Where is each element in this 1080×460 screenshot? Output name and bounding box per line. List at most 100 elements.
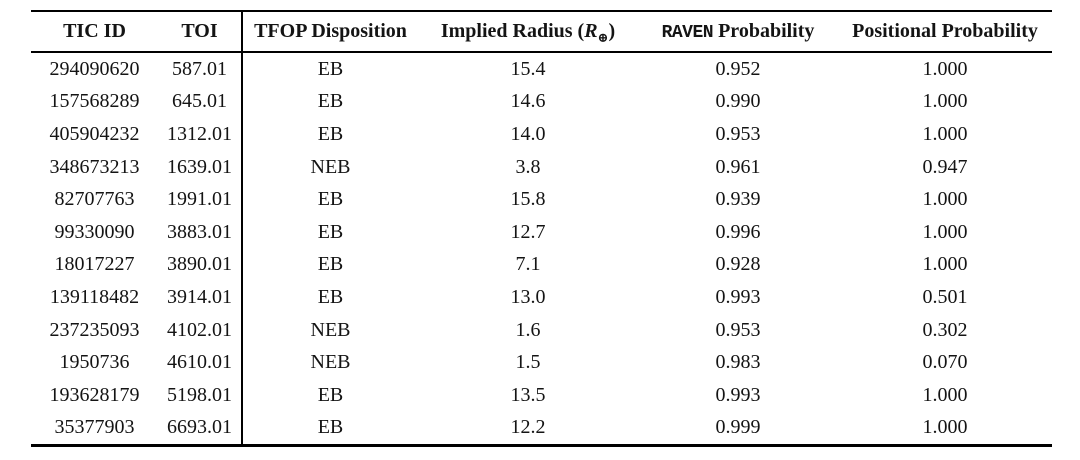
cell-toi: 6693.01 <box>158 411 243 448</box>
table-row: 35377903 6693.01 EB 12.2 0.999 1.000 <box>31 411 1052 448</box>
cell-positional-probability: 1.000 <box>838 411 1052 448</box>
cell-tic-id: 237235093 <box>49 318 140 341</box>
cell-tic-id: 99330090 <box>54 220 135 243</box>
cell-tic-id: 35377903 <box>31 411 158 448</box>
radius-symbol: R <box>584 20 598 42</box>
cell-toi: 3883.01 <box>158 215 243 249</box>
cell-tic-id: 139118482 <box>49 285 140 308</box>
table-row: 99330090 3883.01 EB 12.7 0.996 1.000 <box>31 215 1052 249</box>
cell-tic-id: 193628179 <box>49 383 140 406</box>
earth-symbol: ⊕ <box>597 31 609 46</box>
header-raven-probability: RAVEN Probability <box>638 10 838 53</box>
header-tic-id: TIC ID <box>31 10 158 53</box>
table-row: 82707763 1991.01 EB 15.8 0.939 1.000 <box>31 183 1052 216</box>
cell-implied-radius: 12.2 <box>418 411 638 448</box>
cell-implied-radius: 12.7 <box>510 220 546 243</box>
cell-implied-radius: 13.0 <box>510 285 546 308</box>
cell-tfop-disposition: EB <box>317 220 344 243</box>
cell-positional-probability: 1.000 <box>922 188 968 211</box>
cell-tfop-disposition: NEB <box>310 318 351 341</box>
cell-tfop-disposition: EB <box>317 57 344 80</box>
cell-positional-probability: 0.070 <box>922 351 968 374</box>
cell-implied-radius: 1.6 <box>515 318 541 341</box>
cell-positional-probability: 1.000 <box>922 57 968 80</box>
cell-implied-radius: 14.6 <box>510 90 546 113</box>
header-positional-probability: Positional Probability <box>838 10 1052 53</box>
cell-raven-probability: 0.983 <box>715 351 761 374</box>
cell-tfop-disposition: NEB <box>310 155 351 178</box>
cell-tic-id: 348673213 <box>49 155 140 178</box>
cell-tfop-disposition: EB <box>317 383 344 406</box>
cell-raven-probability: 0.996 <box>715 220 761 243</box>
raven-probability-label: Probability <box>718 20 815 42</box>
table-container: TIC ID TOI TFOP Disposition Implied Radi… <box>31 10 1052 448</box>
cell-tic-id: 82707763 <box>54 188 135 211</box>
cell-toi: 1312.01 <box>158 118 243 151</box>
cell-positional-probability: 0.302 <box>922 318 968 341</box>
cell-raven-probability: 0.993 <box>715 285 761 308</box>
cell-raven-probability: 0.999 <box>638 411 838 448</box>
cell-toi: 4610.01 <box>158 346 243 379</box>
cell-tfop-disposition: NEB <box>310 351 351 374</box>
cell-positional-probability: 0.501 <box>922 285 968 308</box>
cell-toi: 645.01 <box>158 85 243 119</box>
cell-tic-id: 157568289 <box>49 90 140 113</box>
cell-implied-radius: 1.5 <box>515 351 541 374</box>
header-implied-radius: Implied Radius (R⊕) <box>418 10 638 53</box>
cell-raven-probability: 0.953 <box>715 122 761 145</box>
cell-positional-probability: 1.000 <box>922 383 968 406</box>
tfop-disposition-table: TIC ID TOI TFOP Disposition Implied Radi… <box>31 10 1052 448</box>
cell-toi: 4102.01 <box>158 313 243 347</box>
cell-tic-id: 1950736 <box>59 351 130 374</box>
table-row: 139118482 3914.01 EB 13.0 0.993 0.501 <box>31 281 1052 314</box>
cell-tic-id: 18017227 <box>54 253 135 276</box>
table-row: 294090620 587.01 EB 15.4 0.952 1.000 <box>31 52 1052 86</box>
cell-positional-probability: 1.000 <box>922 220 968 243</box>
table-row: 18017227 3890.01 EB 7.1 0.928 1.000 <box>31 248 1052 282</box>
cell-implied-radius: 15.4 <box>510 57 546 80</box>
cell-tfop-disposition: EB <box>317 253 344 276</box>
cell-implied-radius: 7.1 <box>515 253 541 276</box>
cell-raven-probability: 0.953 <box>715 318 761 341</box>
cell-toi: 3914.01 <box>158 281 243 314</box>
cell-positional-probability: 1.000 <box>922 90 968 113</box>
cell-tfop-disposition: EB <box>242 411 418 448</box>
cell-toi: 1639.01 <box>158 150 243 184</box>
cell-tfop-disposition: EB <box>317 285 344 308</box>
cell-raven-probability: 0.961 <box>715 155 761 178</box>
header-row: TIC ID TOI TFOP Disposition Implied Radi… <box>31 10 1052 53</box>
cell-positional-probability: 1.000 <box>922 253 968 276</box>
implied-radius-prefix: Implied Radius ( <box>440 20 585 42</box>
header-tfop-disposition: TFOP Disposition <box>242 10 418 53</box>
cell-toi: 587.01 <box>158 52 243 86</box>
implied-radius-suffix: ) <box>608 20 616 42</box>
table-row: 157568289 645.01 EB 14.6 0.990 1.000 <box>31 85 1052 119</box>
cell-raven-probability: 0.993 <box>715 383 761 406</box>
cell-raven-probability: 0.939 <box>715 188 761 211</box>
cell-toi: 5198.01 <box>158 378 243 412</box>
cell-tfop-disposition: EB <box>317 188 344 211</box>
cell-toi: 1991.01 <box>158 183 243 216</box>
cell-positional-probability: 0.947 <box>922 155 968 178</box>
cell-implied-radius: 13.5 <box>510 383 546 406</box>
table-row: 348673213 1639.01 NEB 3.8 0.961 0.947 <box>31 150 1052 184</box>
table-row: 193628179 5198.01 EB 13.5 0.993 1.000 <box>31 378 1052 412</box>
cell-implied-radius: 15.8 <box>510 188 546 211</box>
cell-implied-radius: 14.0 <box>510 122 546 145</box>
cell-tic-id: 405904232 <box>49 122 140 145</box>
cell-implied-radius: 3.8 <box>515 155 541 178</box>
cell-positional-probability: 1.000 <box>922 122 968 145</box>
table-row: 1950736 4610.01 NEB 1.5 0.983 0.070 <box>31 346 1052 379</box>
cell-raven-probability: 0.990 <box>715 90 761 113</box>
cell-tic-id: 294090620 <box>49 57 140 80</box>
table-row: 237235093 4102.01 NEB 1.6 0.953 0.302 <box>31 313 1052 347</box>
cell-tfop-disposition: EB <box>317 122 344 145</box>
cell-tfop-disposition: EB <box>317 90 344 113</box>
cell-raven-probability: 0.952 <box>715 57 761 80</box>
cell-raven-probability: 0.928 <box>715 253 761 276</box>
table-row: 405904232 1312.01 EB 14.0 0.953 1.000 <box>31 118 1052 151</box>
cell-toi: 3890.01 <box>158 248 243 282</box>
header-toi: TOI <box>158 10 243 53</box>
raven-label: RAVEN <box>661 23 714 43</box>
